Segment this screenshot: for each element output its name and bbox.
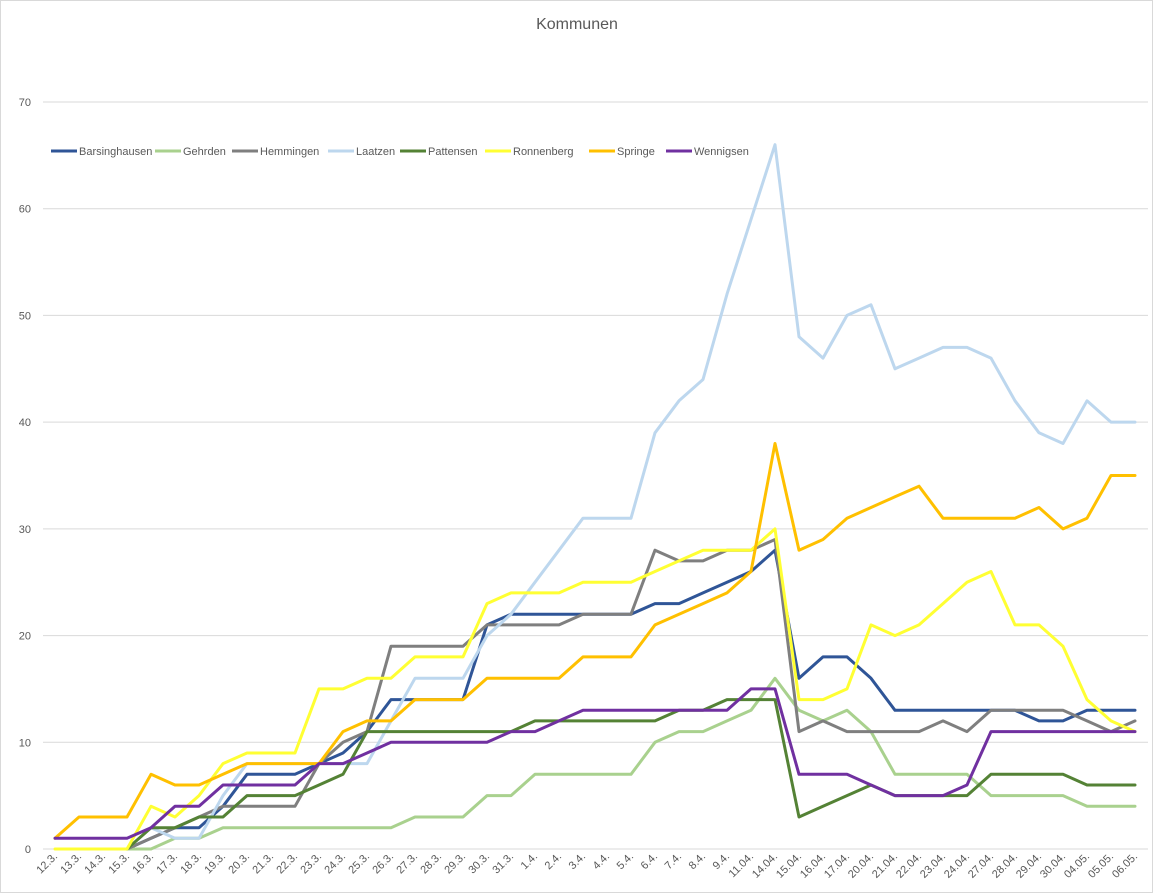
y-tick-label: 50 [19, 310, 31, 322]
x-tick-label: 17.3. [154, 851, 180, 877]
x-tick-label: 6.4. [639, 851, 660, 872]
y-tick-label: 60 [19, 204, 31, 216]
legend-label: Hemmingen [260, 146, 319, 158]
x-tick-label: 2.4. [543, 851, 564, 872]
series-line-ronnenberg [53, 527, 1137, 851]
legend-item-springe: Springe [589, 146, 655, 158]
x-tick-label: 23.3. [298, 851, 324, 877]
legend-item-hemmingen: Hemmingen [232, 146, 319, 158]
x-tick-label: 19.3. [202, 851, 228, 877]
x-tick-label: 20.04. [846, 851, 876, 881]
x-tick-label: 04.05. [1062, 851, 1092, 881]
x-tick-label: 4.4. [591, 851, 612, 872]
legend-label: Gehrden [183, 146, 226, 158]
x-tick-label: 12.3. [34, 851, 60, 877]
x-tick-label: 28.04. [990, 851, 1020, 881]
x-tick-label: 05.05. [1086, 851, 1116, 881]
x-tick-label: 15.3. [106, 851, 132, 877]
x-tick-label: 14.3. [82, 851, 108, 877]
y-axis-ticks: 0 10 20 30 40 50 60 70 [19, 97, 31, 856]
y-tick-label: 20 [19, 631, 31, 643]
series-line-laatzen [125, 143, 1137, 851]
x-tick-label: 18.3. [178, 851, 204, 877]
legend-label: Ronnenberg [513, 146, 574, 158]
legend-item-pattensen: Pattensen [400, 146, 478, 158]
x-tick-label: 16.04. [798, 851, 828, 881]
x-tick-label: 1.4. [519, 851, 540, 872]
x-tick-label: 06.05. [1110, 851, 1140, 881]
y-tick-label: 30 [19, 524, 31, 536]
x-tick-label: 20.3. [226, 851, 252, 877]
x-tick-label: 31.3. [490, 851, 516, 877]
y-tick-label: 10 [19, 737, 31, 749]
x-tick-label: 8.4. [687, 851, 708, 872]
x-tick-label: 11.04. [727, 851, 757, 881]
x-tick-label: 24.3. [322, 851, 348, 877]
x-tick-label: 15.04. [774, 851, 804, 881]
x-tick-label: 13.3. [58, 851, 84, 877]
legend-label: Laatzen [356, 146, 395, 158]
legend-label: Springe [617, 146, 655, 158]
legend-label: Wennigsen [694, 146, 749, 158]
y-tick-label: 40 [19, 417, 31, 429]
x-tick-label: 17.04. [822, 851, 852, 881]
x-tick-label: 21.3. [250, 851, 276, 877]
x-tick-label: 16.3. [130, 851, 156, 877]
legend-item-laatzen: Laatzen [328, 146, 395, 158]
x-tick-label: 29.04. [1014, 851, 1044, 881]
x-tick-label: 24.04. [942, 851, 972, 881]
x-tick-label: 22.04. [894, 851, 924, 881]
series-lines [53, 143, 1137, 851]
legend-item-ronnenberg: Ronnenberg [485, 146, 574, 158]
legend: Barsinghausen Gehrden Hemmingen Laatzen Patt… [51, 146, 749, 158]
series-line-pattensen [125, 698, 1137, 851]
x-tick-label: 25.3. [346, 851, 372, 877]
x-tick-label: 22.3. [274, 851, 300, 877]
legend-item-wennigsen: Wennigsen [666, 146, 749, 158]
y-tick-label: 0 [25, 844, 31, 856]
x-tick-label: 7.4. [663, 851, 684, 872]
legend-label: Barsinghausen [79, 146, 152, 158]
legend-item-gehrden: Gehrden [155, 146, 226, 158]
x-tick-label: 21.04. [870, 851, 900, 881]
x-tick-label: 14.04. [750, 851, 780, 881]
x-tick-label: 3.4. [567, 851, 588, 872]
x-tick-label: 5.4. [615, 851, 636, 872]
legend-item-barsinghausen: Barsinghausen [51, 146, 152, 158]
series-line-wennigsen [53, 687, 1137, 840]
x-tick-label: 30.3. [466, 851, 492, 877]
x-tick-label: 26.3. [370, 851, 396, 877]
series-line-hemmingen [125, 538, 1137, 851]
legend-label: Pattensen [428, 146, 478, 158]
x-tick-label: 23.04. [918, 851, 948, 881]
x-tick-label: 27.3. [394, 851, 420, 877]
series-line-gehrden [125, 676, 1137, 851]
x-axis-ticks: 12.3.13.3.14.3.15.3.16.3.17.3.18.3.19.3.… [34, 851, 1140, 881]
x-tick-label: 27.04. [966, 851, 996, 881]
x-tick-label: 28.3. [418, 851, 444, 877]
y-tick-label: 70 [19, 97, 31, 109]
series-line-barsinghausen [125, 548, 1137, 851]
chart-title: Kommunen [536, 16, 618, 33]
series-line-springe [53, 442, 1137, 840]
x-tick-label: 30.04. [1038, 851, 1068, 881]
gridlines [43, 101, 1148, 850]
x-tick-label: 29.3. [442, 851, 468, 877]
